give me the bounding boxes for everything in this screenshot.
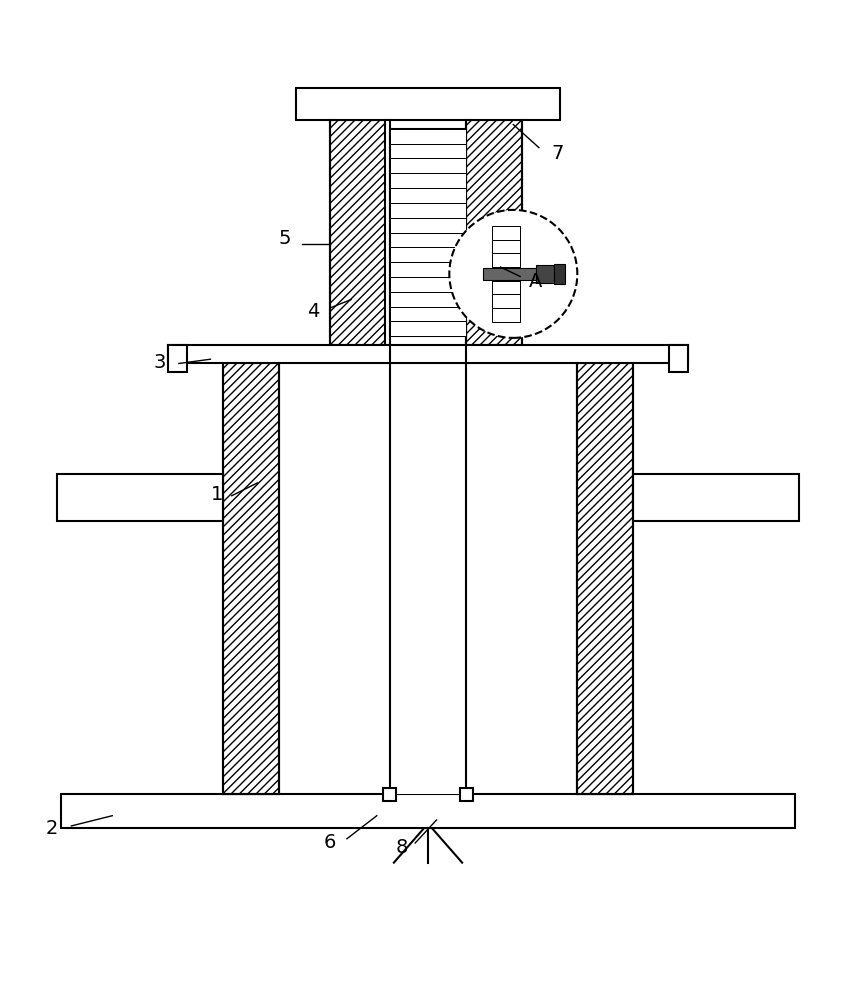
Bar [389,129,467,144]
Bar [168,345,187,372]
Bar [296,88,560,120]
Bar [389,292,467,307]
Circle shape [449,210,577,338]
Bar [223,363,279,794]
Bar [492,308,520,322]
Bar [536,265,555,283]
Text: 8: 8 [395,838,408,857]
Bar [389,262,467,277]
Text: 7: 7 [552,144,564,163]
Bar [389,307,467,321]
Bar [330,120,385,345]
Bar [467,120,522,345]
Bar [492,294,520,308]
Bar [492,253,520,267]
Bar [633,474,800,521]
Bar [61,794,795,828]
Bar [383,788,396,801]
Bar [56,474,223,521]
Bar [492,281,520,294]
Bar [279,363,577,794]
Bar [389,203,467,218]
Text: 4: 4 [306,302,319,321]
Bar [389,277,467,292]
Text: 5: 5 [279,229,291,248]
Text: 6: 6 [324,833,336,852]
Bar [389,218,467,233]
Bar [389,188,467,203]
Text: A: A [529,272,542,291]
Bar [492,240,520,253]
Bar [577,363,633,794]
Bar [492,226,520,240]
Text: 1: 1 [211,485,223,504]
Bar [492,267,520,281]
Bar [389,247,467,262]
Bar [389,144,467,158]
Bar [389,363,467,794]
Bar [389,158,467,173]
Bar [168,345,688,363]
Bar [389,129,467,336]
Bar [389,321,467,336]
Bar [484,268,550,280]
Bar [460,788,473,801]
Text: 2: 2 [45,819,58,838]
Text: 3: 3 [153,353,166,372]
Bar [555,264,565,284]
Bar [669,345,688,372]
Bar [389,173,467,188]
Bar [389,233,467,247]
